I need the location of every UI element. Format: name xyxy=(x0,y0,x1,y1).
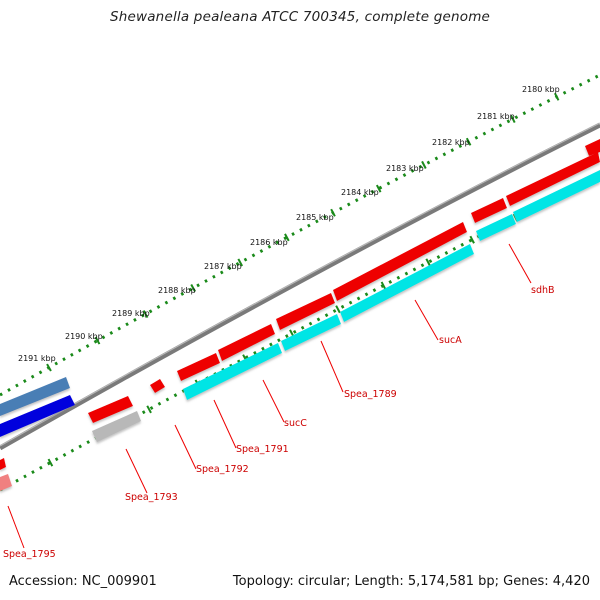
ruler-tick xyxy=(425,258,431,267)
gene-label-spea-1793: Spea_1793 xyxy=(125,492,178,503)
ruler-tick xyxy=(375,184,382,193)
tick-label: 2181 kbp xyxy=(477,112,515,121)
tick-label: 2188 kbp xyxy=(158,286,196,295)
genome-backbone-highlight xyxy=(0,122,600,447)
map-title: Shewanella pealeana ATCC 700345, complet… xyxy=(109,9,491,25)
ruler-tick xyxy=(47,458,54,467)
gene-arrow-gray xyxy=(92,411,141,442)
gene-arrow-reverse xyxy=(183,343,282,400)
ruler-tick xyxy=(510,115,516,124)
ruler-tick xyxy=(284,233,290,242)
gene-label-sucC: sucC xyxy=(284,418,307,429)
gene-arrow-sdhB xyxy=(471,198,507,223)
tick-label: 2184 kbp xyxy=(341,188,379,197)
ruler-tick xyxy=(469,235,475,244)
ruler-tick xyxy=(190,284,196,293)
ruler-tick xyxy=(330,208,336,217)
reverse-strand-genes xyxy=(183,170,600,400)
gene-arrow-reverse xyxy=(340,244,474,322)
ruler-tick xyxy=(142,310,149,319)
gene-arrow-forward xyxy=(218,324,275,361)
gene-arrow-forward xyxy=(88,396,133,423)
tick-label: 2185 kbp xyxy=(296,213,334,222)
gene-labels: sdhB sucA Spea_1789 sucC Spea_1791 Spea_… xyxy=(3,285,555,560)
gene-arrow-red-edge xyxy=(0,458,6,470)
tick-label: 2186 kbp xyxy=(250,238,288,247)
gene-arrow-reverse xyxy=(513,170,600,222)
other-genes xyxy=(0,377,141,491)
outer-ruler-dots xyxy=(0,73,600,397)
ruler-tick xyxy=(146,405,152,414)
gene-label-spea-1795: Spea_1795 xyxy=(3,549,56,560)
tick-label: 2180 kbp xyxy=(522,85,560,94)
gene-label-spea-1791: Spea_1791 xyxy=(236,444,289,455)
gene-label-spea-1789: Spea_1789 xyxy=(344,389,397,400)
gene-arrow-steel xyxy=(0,377,70,416)
gene-leader-lines xyxy=(7,243,532,549)
gene-arrow-blue xyxy=(0,395,75,437)
tick-label: 2187 kbp xyxy=(204,262,242,271)
gene-arrow-forward xyxy=(177,353,220,381)
gene-arrow-reverse xyxy=(476,214,516,241)
tick-label: 2191 kbp xyxy=(18,354,56,363)
ruler-tick xyxy=(94,336,101,345)
gene-arrow-forward xyxy=(276,293,335,330)
ruler-tick xyxy=(46,363,52,372)
forward-strand-genes xyxy=(88,139,600,423)
gene-arrow-forward xyxy=(585,139,600,156)
tick-label: 2183 kbp xyxy=(386,164,424,173)
ruler-tick xyxy=(380,281,387,290)
gene-arrow-pink xyxy=(0,474,12,491)
tick-label: 2189 kbp xyxy=(112,309,150,318)
gene-label-spea-1792: Spea_1792 xyxy=(196,464,249,475)
gene-arrow-reverse xyxy=(281,314,341,351)
tick-labels: 2180 kbp 2181 kbp 2182 kbp 2183 kbp 2184… xyxy=(18,85,560,363)
gene-label-sdhB: sdhB xyxy=(531,285,555,296)
gene-arrow-sucA xyxy=(333,222,467,301)
gene-arrow-forward xyxy=(150,379,165,393)
genome-backbone xyxy=(0,122,600,451)
tick-label: 2182 kbp xyxy=(432,138,470,147)
tick-label: 2190 kbp xyxy=(65,332,103,341)
gene-label-sucA: sucA xyxy=(439,335,462,346)
outer-tick-marks xyxy=(46,92,560,372)
accession-text: Accession: NC_009901 xyxy=(9,574,157,589)
topology-text: Topology: circular; Length: 5,174,581 bp… xyxy=(232,574,590,589)
ruler-tick xyxy=(421,160,427,169)
ruler-tick xyxy=(237,258,244,267)
ruler-tick xyxy=(553,92,560,101)
ruler-tick xyxy=(465,137,472,146)
ruler-tick xyxy=(335,305,341,314)
gene-arrow-forward xyxy=(506,152,600,206)
